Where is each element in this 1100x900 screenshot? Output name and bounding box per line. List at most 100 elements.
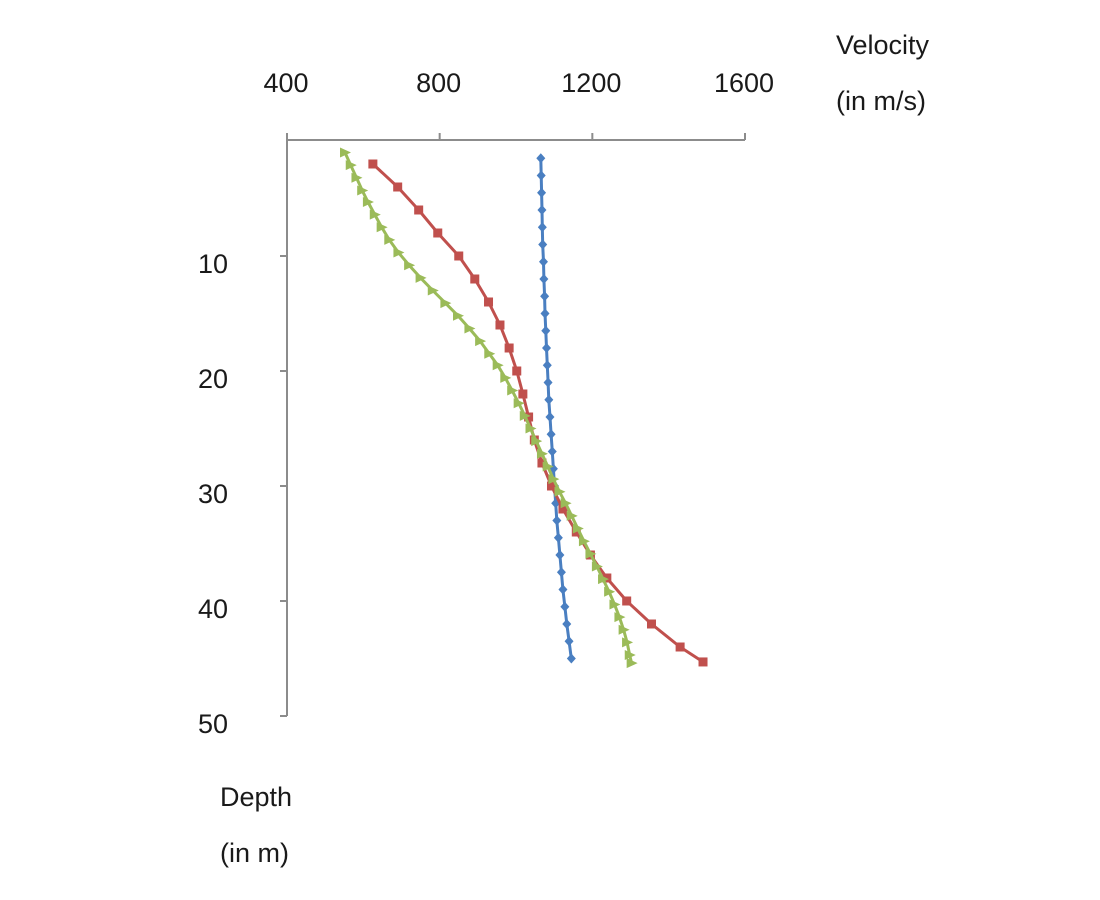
- x-tick-label: 1600: [714, 68, 774, 98]
- series-red-point: [433, 228, 443, 238]
- series-red-point: [470, 274, 480, 284]
- series-red-line: [371, 162, 705, 664]
- series-blue-point: [553, 532, 563, 543]
- series-green-point: [572, 523, 584, 534]
- series-green-point: [618, 624, 630, 635]
- series-blue-point: [537, 222, 547, 233]
- series-red-point: [368, 159, 378, 169]
- series-blue-point: [539, 274, 549, 284]
- series-blue-point: [558, 584, 568, 595]
- series-blue-point: [545, 412, 555, 422]
- series-green-point: [340, 147, 352, 158]
- series-red-point: [393, 182, 403, 192]
- y-axis-title-line1: Depth: [220, 782, 292, 812]
- series-blue-point: [556, 567, 566, 578]
- series-green-point: [464, 323, 476, 334]
- series-red-point: [495, 320, 505, 330]
- series-green-point: [376, 222, 388, 233]
- labels-layer: Velocity (in m/s) Depth (in m) 400 800 120…: [198, 30, 930, 868]
- series-blue-point: [541, 325, 551, 336]
- series-green-point: [525, 423, 537, 434]
- series-blue-point: [542, 343, 552, 353]
- series-blue-point: [543, 377, 553, 388]
- series-green-point: [415, 272, 427, 283]
- x-tick-label: 1200: [561, 68, 621, 98]
- series-red-point: [454, 251, 464, 261]
- series-red-point: [504, 343, 514, 353]
- y-tick-label: 20: [198, 364, 228, 394]
- series-red-point: [546, 481, 556, 491]
- series-red-point: [524, 412, 534, 422]
- series-layer: [340, 147, 708, 669]
- series-green-point: [475, 336, 487, 347]
- x-tick-label: 800: [416, 68, 461, 98]
- series-blue: [536, 153, 576, 664]
- series-blue-point: [564, 636, 574, 647]
- series-green-point: [484, 348, 496, 359]
- y-tick-label: 40: [198, 594, 228, 624]
- series-blue-point: [546, 429, 556, 440]
- x-axis-title-line1: Velocity: [836, 30, 930, 60]
- series-red-point: [571, 527, 581, 537]
- series-red-point: [484, 297, 494, 307]
- series-blue-point: [560, 601, 570, 612]
- series-green-point: [427, 285, 439, 296]
- series-green-point: [578, 536, 590, 547]
- series-green-point: [507, 385, 519, 396]
- series-green-point: [519, 410, 531, 421]
- series-blue-line: [539, 156, 573, 660]
- series-red-point: [518, 389, 528, 399]
- x-tick-label: 400: [263, 68, 308, 98]
- series-green-point: [585, 548, 597, 559]
- series-green-point: [554, 486, 566, 497]
- series-green-point: [622, 637, 634, 648]
- x-axis-title-line2: (in m/s): [836, 86, 926, 116]
- series-blue-point: [536, 170, 546, 181]
- series-red-point: [512, 366, 522, 376]
- series-green-point: [369, 209, 381, 220]
- series-green-point: [440, 298, 452, 309]
- series-green-point: [492, 360, 504, 371]
- series-blue-point: [547, 446, 557, 457]
- series-red-point: [537, 458, 547, 468]
- series-red-point: [558, 504, 568, 514]
- series-red-point: [675, 642, 685, 652]
- series-green-line: [343, 151, 634, 665]
- series-blue-point: [555, 550, 565, 560]
- series-green-point: [351, 172, 363, 183]
- series-green-point: [604, 586, 616, 597]
- series-green-point: [357, 185, 369, 196]
- series-blue-point: [536, 153, 546, 164]
- series-green-point: [560, 498, 572, 509]
- series-red-point: [414, 205, 424, 215]
- series-blue-point: [540, 308, 550, 319]
- series-green-point: [404, 260, 416, 271]
- y-tick-label: 10: [198, 249, 228, 279]
- series-blue-point: [537, 205, 547, 215]
- series-green-point: [598, 574, 610, 585]
- series-blue-point: [538, 256, 548, 267]
- series-blue-point: [540, 291, 550, 302]
- series-red-point: [698, 657, 708, 667]
- series-blue-point: [542, 360, 552, 371]
- series-green-point: [345, 160, 357, 171]
- series-green-point: [452, 310, 464, 321]
- series-blue-point: [544, 394, 554, 405]
- series-blue-point: [566, 653, 576, 664]
- series-blue-point: [538, 239, 548, 250]
- series-blue-point: [552, 515, 562, 526]
- series-green-point: [513, 398, 525, 409]
- y-tick-label: 50: [198, 709, 228, 739]
- series-green-point: [500, 372, 512, 383]
- series-blue-point: [562, 619, 572, 629]
- series-red-point: [646, 619, 656, 629]
- y-tick-label: 30: [198, 479, 228, 509]
- series-green-point: [614, 612, 626, 623]
- y-axis-title-line2: (in m): [220, 838, 289, 868]
- series-red: [368, 159, 708, 667]
- series-green-point: [624, 650, 636, 661]
- axes: [280, 133, 746, 717]
- series-green-point: [531, 436, 543, 447]
- series-green-point: [536, 448, 548, 459]
